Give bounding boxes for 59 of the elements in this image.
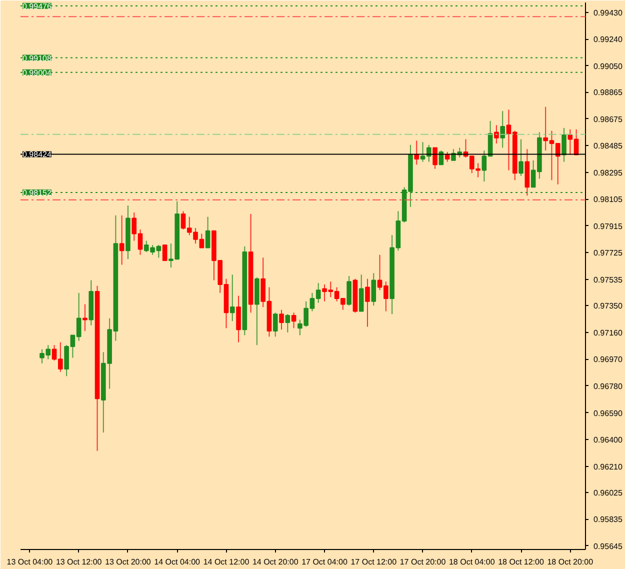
y-tick-label: 0.98295 [594, 168, 623, 178]
y-tick-label: 0.97350 [594, 302, 623, 311]
candlestick [562, 127, 566, 162]
y-tick-label: 0.98485 [594, 142, 623, 151]
y-tick-label: 0.96400 [594, 436, 623, 445]
y-tick-label: 0.97915 [594, 222, 623, 231]
y-tick-label: 0.96970 [594, 355, 623, 364]
y-tick-label: 0.95835 [594, 515, 623, 524]
x-tick-label: 17 Oct 20:00 [400, 558, 446, 566]
candlestick [358, 274, 364, 312]
candlestick [236, 295, 241, 343]
candlestick [444, 151, 450, 162]
candlestick [82, 304, 88, 332]
y-tick-label: 0.98865 [594, 88, 623, 98]
x-tick-label: 14 Oct 04:00 [154, 558, 201, 566]
candlestick [518, 138, 524, 176]
x-tick-label: 14 Oct 12:00 [203, 558, 250, 566]
x-tick-label: 18 Oct 20:00 [547, 558, 594, 566]
y-tick-label: 0.96025 [594, 488, 623, 498]
x-tick-label: 18 Oct 12:00 [498, 558, 544, 566]
candlestick [272, 312, 278, 338]
x-tick-label: 17 Oct 04:00 [302, 558, 348, 566]
y-tick-label: 0.97160 [594, 328, 623, 338]
x-tick-label: 14 Oct 20:00 [252, 558, 299, 566]
candlestick [285, 314, 290, 333]
x-tick-label: 18 Oct 04:00 [448, 558, 496, 566]
y-tick-label: 0.99240 [594, 35, 623, 44]
candlestick [414, 140, 420, 166]
candlestick [205, 216, 210, 248]
candlestick [494, 124, 499, 144]
x-tick-label: 13 Oct 04:00 [6, 558, 54, 566]
candlestick [230, 274, 235, 322]
x-tick-label: 13 Oct 20:00 [105, 558, 152, 566]
y-tick-label: 0.97535 [594, 276, 623, 285]
candlestick [162, 244, 168, 261]
x-tick-label: 17 Oct 12:00 [350, 558, 398, 566]
y-tick-label: 0.96590 [594, 408, 623, 418]
candlestick [119, 214, 124, 266]
ref-line-label: 0.99476 [22, 2, 52, 11]
ref-line-label: 0.99004 [22, 68, 52, 78]
y-tick-label: 0.98675 [594, 114, 623, 124]
x-tick-label: 13 Oct 12:00 [56, 558, 102, 566]
candlestick [346, 276, 352, 306]
y-tick-label: 0.95645 [594, 542, 623, 551]
ref-line-label: 0.99108 [22, 54, 52, 63]
y-tick-label: 0.96780 [594, 382, 623, 391]
y-tick-label: 0.99050 [594, 62, 623, 71]
candlestick [279, 309, 284, 330]
y-tick-label: 0.96210 [594, 462, 623, 472]
y-tick-label: 0.99430 [594, 8, 623, 18]
y-tick-label: 0.97725 [594, 248, 623, 258]
ref-line-label: 0.98152 [22, 188, 52, 198]
ref-line-label: 0.98424 [22, 150, 52, 160]
candlestick [365, 278, 370, 328]
candlestick [371, 272, 376, 306]
y-tick-label: 0.98105 [594, 195, 623, 204]
candlestick [432, 147, 438, 170]
candlestick [291, 312, 296, 329]
candlestick [500, 110, 505, 148]
